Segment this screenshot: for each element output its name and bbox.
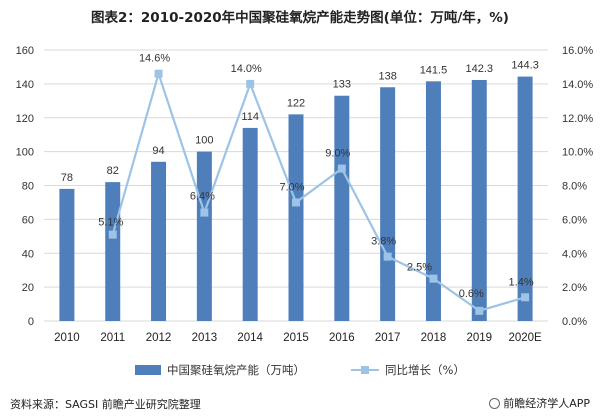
left-axis-ticks: 0 20 40 60 80 100 120 140 160 bbox=[16, 45, 34, 328]
right-axis-ticks: 0.0% 2.0% 4.0% 6.0% 8.0% 10.0% 12.0% 14.0% 16.0% bbox=[562, 45, 593, 328]
growth-marker bbox=[154, 69, 163, 78]
right-tick-label: 16.0% bbox=[562, 45, 593, 57]
bar-value-label: 144.3 bbox=[511, 60, 539, 72]
growth-value-label: 1.4% bbox=[509, 276, 534, 288]
growth-value-label: 2.5% bbox=[407, 262, 432, 274]
growth-marker bbox=[200, 208, 209, 217]
bar bbox=[425, 81, 441, 321]
bar-labels: 78 82 94 100 114 122 133 138 141.5 142.3 144.3 bbox=[61, 60, 539, 184]
growth-marker bbox=[383, 252, 392, 261]
x-axis-ticks: 2010 2011 2012 2013 2014 2015 2016 2017 2018 2019… bbox=[54, 332, 542, 344]
left-tick-label: 120 bbox=[16, 113, 34, 125]
growth-value-label: 14.6% bbox=[139, 53, 170, 65]
bar-value-label: 133 bbox=[333, 79, 351, 91]
right-tick-label: 10.0% bbox=[562, 147, 593, 159]
bar bbox=[517, 76, 533, 321]
right-tick-label: 12.0% bbox=[562, 113, 593, 125]
growth-marker bbox=[429, 274, 438, 283]
left-tick-label: 160 bbox=[16, 45, 34, 57]
chart-title: 图表2：2010-2020年中国聚硅氧烷产能走势图(单位：万吨/年，%) bbox=[91, 10, 509, 26]
legend-label-capacity: 中国聚硅氧烷产能（万吨） bbox=[167, 363, 306, 377]
legend-item-capacity: 中国聚硅氧烷产能（万吨） bbox=[135, 362, 305, 378]
right-tick-label: 4.0% bbox=[562, 248, 587, 260]
bar bbox=[242, 127, 258, 321]
bar-series bbox=[59, 76, 533, 322]
bar-value-label: 100 bbox=[195, 135, 213, 147]
bar bbox=[59, 188, 75, 321]
left-tick-label: 100 bbox=[16, 147, 34, 159]
bar-value-label: 82 bbox=[107, 165, 119, 177]
x-tick-label: 2011 bbox=[100, 332, 125, 344]
brand-mark: 前瞻经济学人APP bbox=[489, 395, 590, 411]
legend: 中国聚硅氧烷产能（万吨） 同比增长（%） bbox=[0, 362, 600, 378]
right-tick-label: 8.0% bbox=[562, 181, 587, 193]
growth-value-label: 9.0% bbox=[325, 148, 350, 160]
bar bbox=[105, 182, 121, 321]
x-tick-label: 2013 bbox=[192, 332, 218, 344]
growth-value-label: 6.4% bbox=[190, 191, 215, 203]
x-tick-label: 2020E bbox=[508, 332, 542, 344]
x-tick-label: 2010 bbox=[54, 332, 80, 344]
bar bbox=[471, 79, 487, 322]
growth-value-label: 14.0% bbox=[231, 63, 262, 75]
bar bbox=[380, 87, 396, 321]
x-tick-label: 2012 bbox=[146, 332, 172, 344]
growth-value-label: 7.0% bbox=[279, 181, 304, 193]
bar-value-label: 138 bbox=[378, 70, 396, 82]
source-note: 资料来源：SAGSI 前瞻产业研究院整理 bbox=[10, 398, 201, 411]
x-tick-label: 2017 bbox=[375, 332, 401, 344]
left-tick-label: 60 bbox=[22, 214, 34, 226]
growth-line-series bbox=[108, 69, 530, 315]
growth-marker bbox=[292, 198, 300, 207]
left-tick-label: 40 bbox=[22, 248, 34, 260]
bar-value-label: 141.5 bbox=[420, 64, 448, 76]
bar-value-label: 122 bbox=[287, 97, 305, 109]
right-tick-label: 2.0% bbox=[562, 282, 587, 294]
growth-value-label: 5.1% bbox=[98, 217, 123, 229]
right-tick-label: 0.0% bbox=[562, 316, 587, 328]
bar bbox=[334, 95, 350, 321]
x-tick-label: 2014 bbox=[237, 332, 263, 344]
x-tick-label: 2015 bbox=[283, 332, 309, 344]
legend-line-swatch bbox=[351, 365, 380, 375]
right-tick-label: 6.0% bbox=[562, 214, 587, 226]
left-tick-label: 0 bbox=[28, 316, 34, 328]
x-tick-label: 2019 bbox=[466, 332, 492, 344]
bar-value-label: 114 bbox=[241, 111, 259, 123]
left-tick-label: 20 bbox=[22, 282, 34, 294]
growth-marker bbox=[246, 79, 255, 88]
growth-marker bbox=[475, 306, 484, 315]
bar bbox=[151, 161, 167, 321]
legend-label-growth: 同比增长（%） bbox=[385, 363, 465, 377]
left-tick-label: 80 bbox=[22, 181, 34, 193]
x-tick-label: 2018 bbox=[421, 332, 447, 344]
growth-marker bbox=[337, 164, 346, 173]
bar-value-label: 94 bbox=[152, 145, 164, 157]
growth-marker bbox=[108, 230, 117, 239]
bar-value-label: 142.3 bbox=[466, 63, 494, 75]
left-tick-label: 140 bbox=[16, 79, 34, 91]
growth-value-label: 3.8% bbox=[371, 236, 396, 248]
growth-labels: 5.1% 14.6% 6.4% 14.0% 7.0% 9.0% 3.8% 2.5% 0.6% 1.… bbox=[98, 53, 534, 300]
right-tick-label: 14.0% bbox=[562, 79, 593, 91]
bar bbox=[288, 114, 304, 321]
growth-line bbox=[111, 69, 526, 313]
growth-marker bbox=[521, 293, 530, 302]
legend-bar-swatch bbox=[135, 365, 162, 375]
x-tick-label: 2016 bbox=[329, 332, 355, 344]
bar-value-label: 78 bbox=[61, 172, 73, 184]
growth-value-label: 0.6% bbox=[459, 288, 484, 300]
legend-item-growth: 同比增长（%） bbox=[351, 362, 465, 378]
brand-logo-icon bbox=[489, 397, 501, 409]
bar bbox=[196, 151, 212, 321]
brand-name: 前瞻经济学人APP bbox=[503, 397, 590, 410]
